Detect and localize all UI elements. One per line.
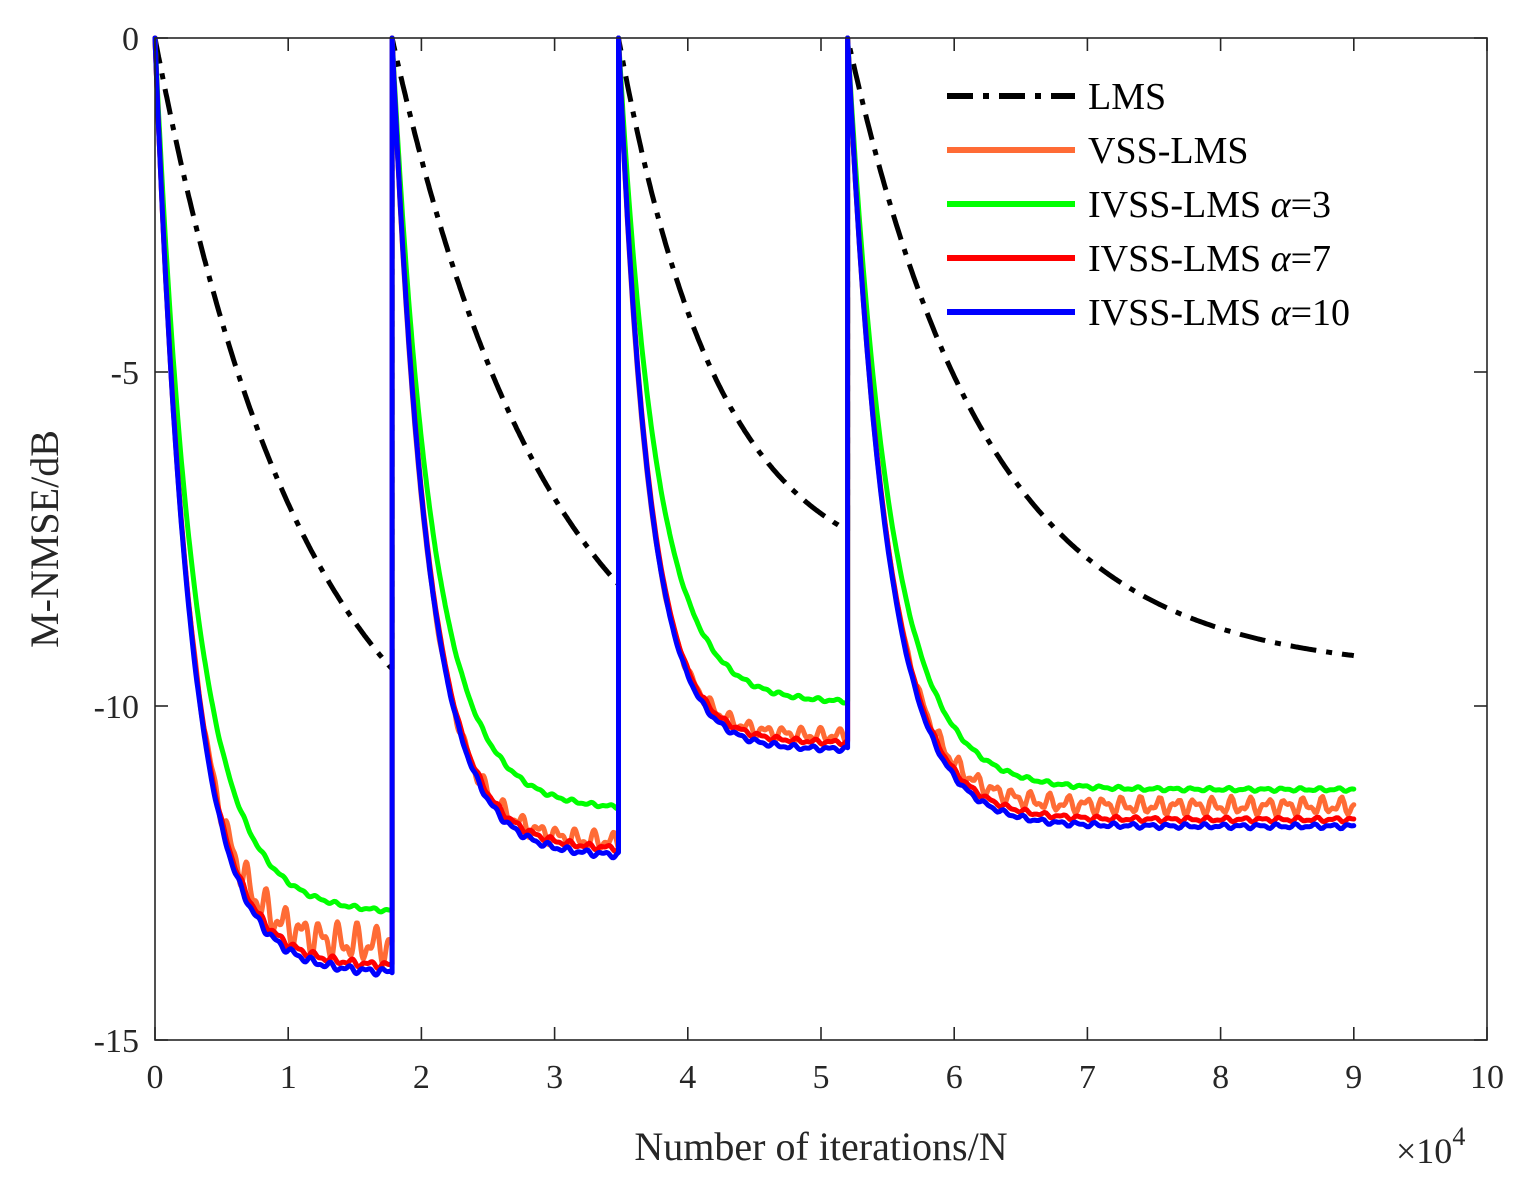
legend-label-1: VSS-LMS bbox=[1088, 130, 1249, 172]
series-line-0 bbox=[152, 35, 1355, 672]
legend-label-main: IVSS-LMS bbox=[1088, 238, 1271, 280]
legend-label-value: =3 bbox=[1291, 184, 1331, 226]
y-tick-label: -10 bbox=[94, 689, 139, 726]
series-layer bbox=[152, 35, 1357, 978]
legend-label-main: IVSS-LMS bbox=[1088, 292, 1271, 334]
x-tick-label: 3 bbox=[546, 1059, 563, 1096]
legend-label-2: IVSS-LMS α=3 bbox=[1088, 184, 1331, 226]
legend-label-alpha: α bbox=[1271, 238, 1292, 280]
x-multiplier: ×104 bbox=[1396, 1122, 1465, 1171]
legend-label-alpha: α bbox=[1271, 184, 1292, 226]
legend-label-alpha: α bbox=[1271, 292, 1292, 334]
legend-label-value: =10 bbox=[1291, 292, 1350, 334]
x-tick-label: 1 bbox=[280, 1059, 297, 1096]
legend-label-main: LMS bbox=[1088, 76, 1166, 118]
ticklabel-layer: 0 1 2 3 4 5 6 7 8 9 10 0 -5 -10 -15 bbox=[94, 21, 1504, 1096]
legend-label-main: IVSS-LMS bbox=[1088, 184, 1271, 226]
legend-label-main: VSS-LMS bbox=[1088, 130, 1249, 172]
legend-label-3: IVSS-LMS α=7 bbox=[1088, 238, 1331, 280]
x-tick-label: 9 bbox=[1345, 1059, 1362, 1096]
y-tick-label: -15 bbox=[94, 1023, 139, 1060]
x-tick-label: 2 bbox=[413, 1059, 430, 1096]
x-tick-label: 8 bbox=[1212, 1059, 1229, 1096]
x-axis-label: Number of iterations/N bbox=[634, 1124, 1007, 1169]
y-axis-label: M-NMSE/dB bbox=[22, 430, 67, 648]
x-tick-label: 0 bbox=[147, 1059, 164, 1096]
x-multiplier-base: ×10 bbox=[1396, 1131, 1452, 1171]
x-tick-label: 4 bbox=[679, 1059, 696, 1096]
legend-label-4: IVSS-LMS α=10 bbox=[1088, 292, 1350, 334]
legend-label-value: =7 bbox=[1291, 238, 1331, 280]
x-multiplier-exponent: 4 bbox=[1452, 1122, 1465, 1151]
ticks-layer bbox=[154, 37, 1488, 1041]
x-tick-label: 7 bbox=[1079, 1059, 1096, 1096]
series-line-4 bbox=[152, 35, 1357, 978]
y-tick-label: 0 bbox=[122, 21, 139, 58]
x-tick-label: 10 bbox=[1470, 1059, 1504, 1096]
x-tick-label: 6 bbox=[946, 1059, 963, 1096]
x-tick-label: 5 bbox=[813, 1059, 830, 1096]
legend-label-0: LMS bbox=[1088, 76, 1166, 118]
y-tick-label: -5 bbox=[111, 355, 139, 392]
